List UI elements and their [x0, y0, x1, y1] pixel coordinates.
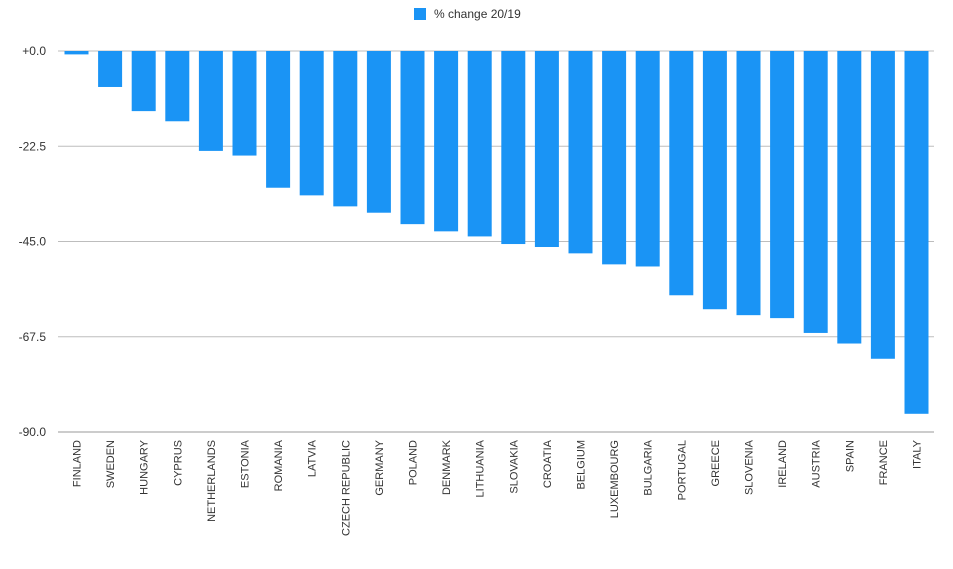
x-tick-label: IRELAND	[777, 440, 789, 488]
bar-poland	[400, 51, 425, 225]
legend: % change 20/19	[414, 7, 521, 21]
bar-spain	[837, 51, 862, 344]
bar-estonia	[232, 51, 257, 156]
x-tick-label: POLAND	[408, 440, 420, 485]
x-tick-label: LITHUANIA	[475, 439, 487, 497]
bar-italy	[904, 51, 929, 414]
bar-sweden	[98, 51, 123, 87]
bar-cyprus	[165, 51, 190, 122]
legend-swatch	[414, 8, 426, 20]
x-tick-label: GERMANY	[374, 439, 386, 495]
bar-austria	[803, 51, 828, 333]
bar-hungary	[131, 51, 156, 112]
x-tick-label: BULGARIA	[643, 439, 655, 495]
bar-slovenia	[736, 51, 761, 316]
x-tick-label: PORTUGAL	[676, 440, 688, 500]
bar-latvia	[299, 51, 324, 196]
x-tick-label: GREECE	[710, 440, 722, 486]
bar-romania	[266, 51, 291, 188]
y-tick-label: -90.0	[19, 425, 47, 439]
y-tick-label: +0.0	[22, 44, 46, 58]
x-tick-label: SWEDEN	[105, 440, 117, 488]
x-tick-label: LATVIA	[307, 439, 319, 477]
bar-croatia	[534, 51, 559, 248]
x-tick-label: ITALY	[912, 439, 924, 469]
x-tick-label: LUXEMBOURG	[609, 440, 621, 518]
bar-czech-republic	[333, 51, 358, 207]
legend-label: % change 20/19	[434, 7, 521, 21]
x-tick-label: ESTONIA	[240, 439, 252, 488]
bar-bulgaria	[635, 51, 660, 267]
bar-finland	[64, 51, 89, 55]
gridlines	[58, 50, 934, 433]
y-tick-label: -22.5	[19, 139, 47, 153]
bar-portugal	[669, 51, 694, 296]
bar-slovakia	[501, 51, 526, 245]
x-axis-tick-labels: FINLAND SWEDEN HUNGARY CYPRUS NETHERLANDS EST…	[72, 439, 924, 536]
y-axis-tick-labels: +0.0 -22.5 -45.0 -67.5 -90.0	[19, 44, 47, 439]
x-tick-label: DENMARK	[441, 439, 453, 495]
bar-luxembourg	[602, 51, 627, 265]
y-tick-label: -45.0	[19, 235, 47, 249]
bar-netherlands	[198, 51, 223, 151]
bar-ireland	[770, 51, 795, 319]
x-tick-label: SLOVENIA	[744, 439, 756, 495]
x-tick-label: CYPRUS	[172, 440, 184, 486]
x-tick-label: BELGIUM	[576, 440, 588, 490]
x-tick-label: NETHERLANDS	[206, 440, 218, 522]
x-tick-label: FINLAND	[72, 440, 84, 487]
x-tick-label: CZECH REPUBLIC	[340, 440, 352, 536]
x-tick-label: SLOVAKIA	[508, 439, 520, 493]
x-tick-label: SPAIN	[844, 440, 856, 472]
x-tick-label: ROMANIA	[273, 439, 285, 491]
bars	[64, 51, 929, 414]
x-tick-label: FRANCE	[878, 440, 890, 485]
x-tick-label: AUSTRIA	[811, 439, 823, 487]
bar-france	[870, 51, 895, 359]
bar-greece	[702, 51, 727, 310]
bar-lithuania	[467, 51, 492, 237]
bar-belgium	[568, 51, 593, 254]
x-tick-label: HUNGARY	[139, 439, 151, 494]
y-tick-label: -67.5	[19, 330, 47, 344]
bar-denmark	[434, 51, 459, 232]
x-tick-label: CROATIA	[542, 439, 554, 488]
bar-germany	[366, 51, 391, 213]
